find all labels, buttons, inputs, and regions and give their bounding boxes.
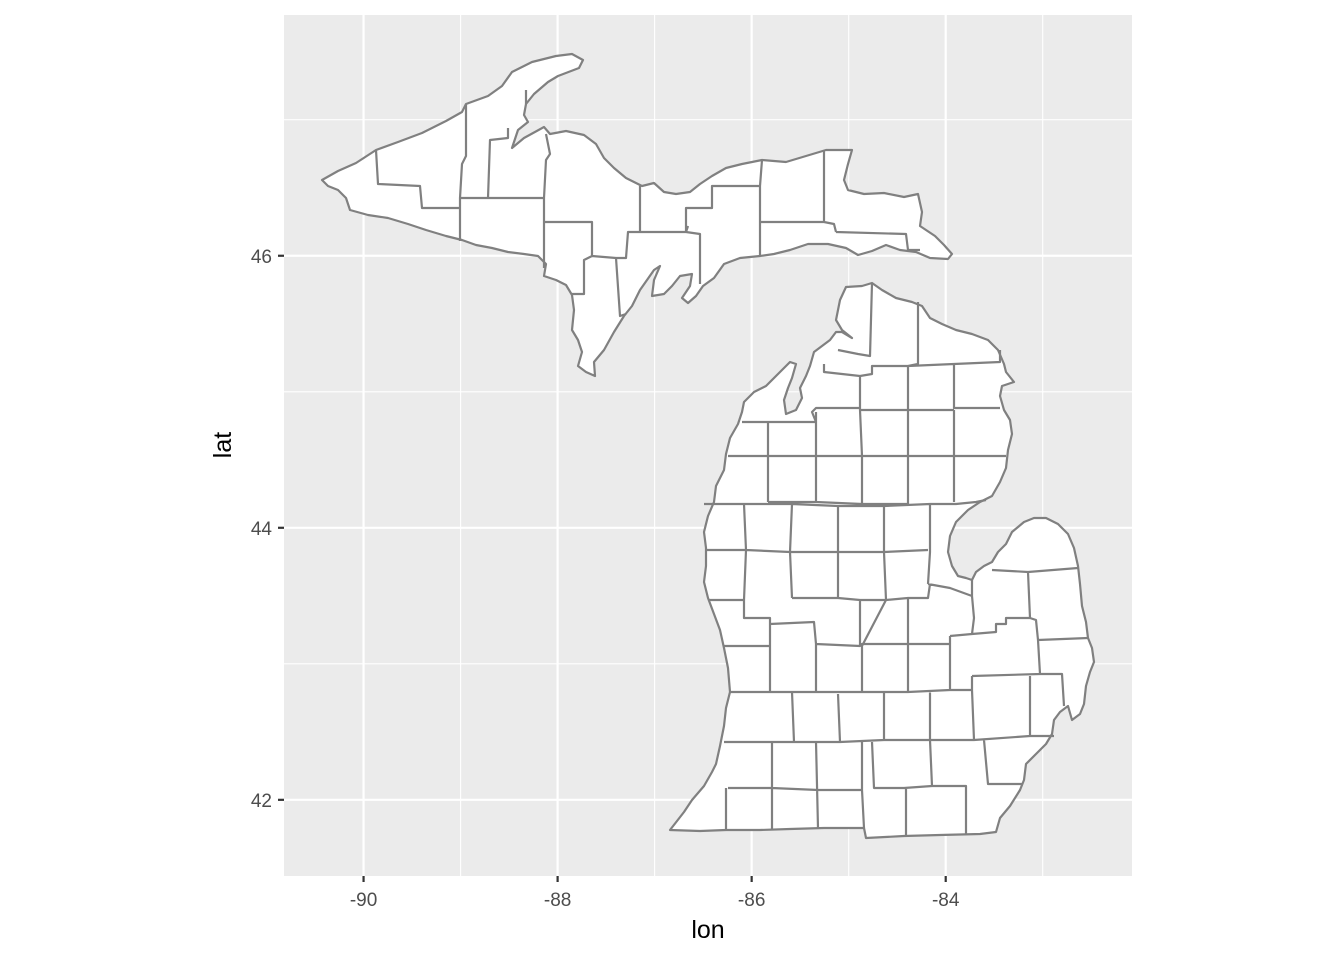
upper-peninsula-outline <box>320 52 954 378</box>
x-axis: -90 -88 -86 -84 <box>350 876 960 911</box>
lp-county-lines <box>704 282 1089 836</box>
x-tick-label: -90 <box>350 890 377 911</box>
x-tick-label: -88 <box>544 890 571 911</box>
michigan-county-map <box>320 52 1096 840</box>
y-tick-label: 46 <box>251 247 272 268</box>
x-tick-label: -84 <box>932 890 960 911</box>
up-county-lines <box>374 90 920 318</box>
y-axis-title: lat <box>209 432 237 458</box>
x-axis-title: lon <box>691 916 724 944</box>
y-tick-label: 42 <box>251 791 272 812</box>
x-tick-label: -86 <box>738 890 765 911</box>
y-axis: 42 44 46 <box>251 247 284 812</box>
y-tick-label: 44 <box>251 519 273 540</box>
